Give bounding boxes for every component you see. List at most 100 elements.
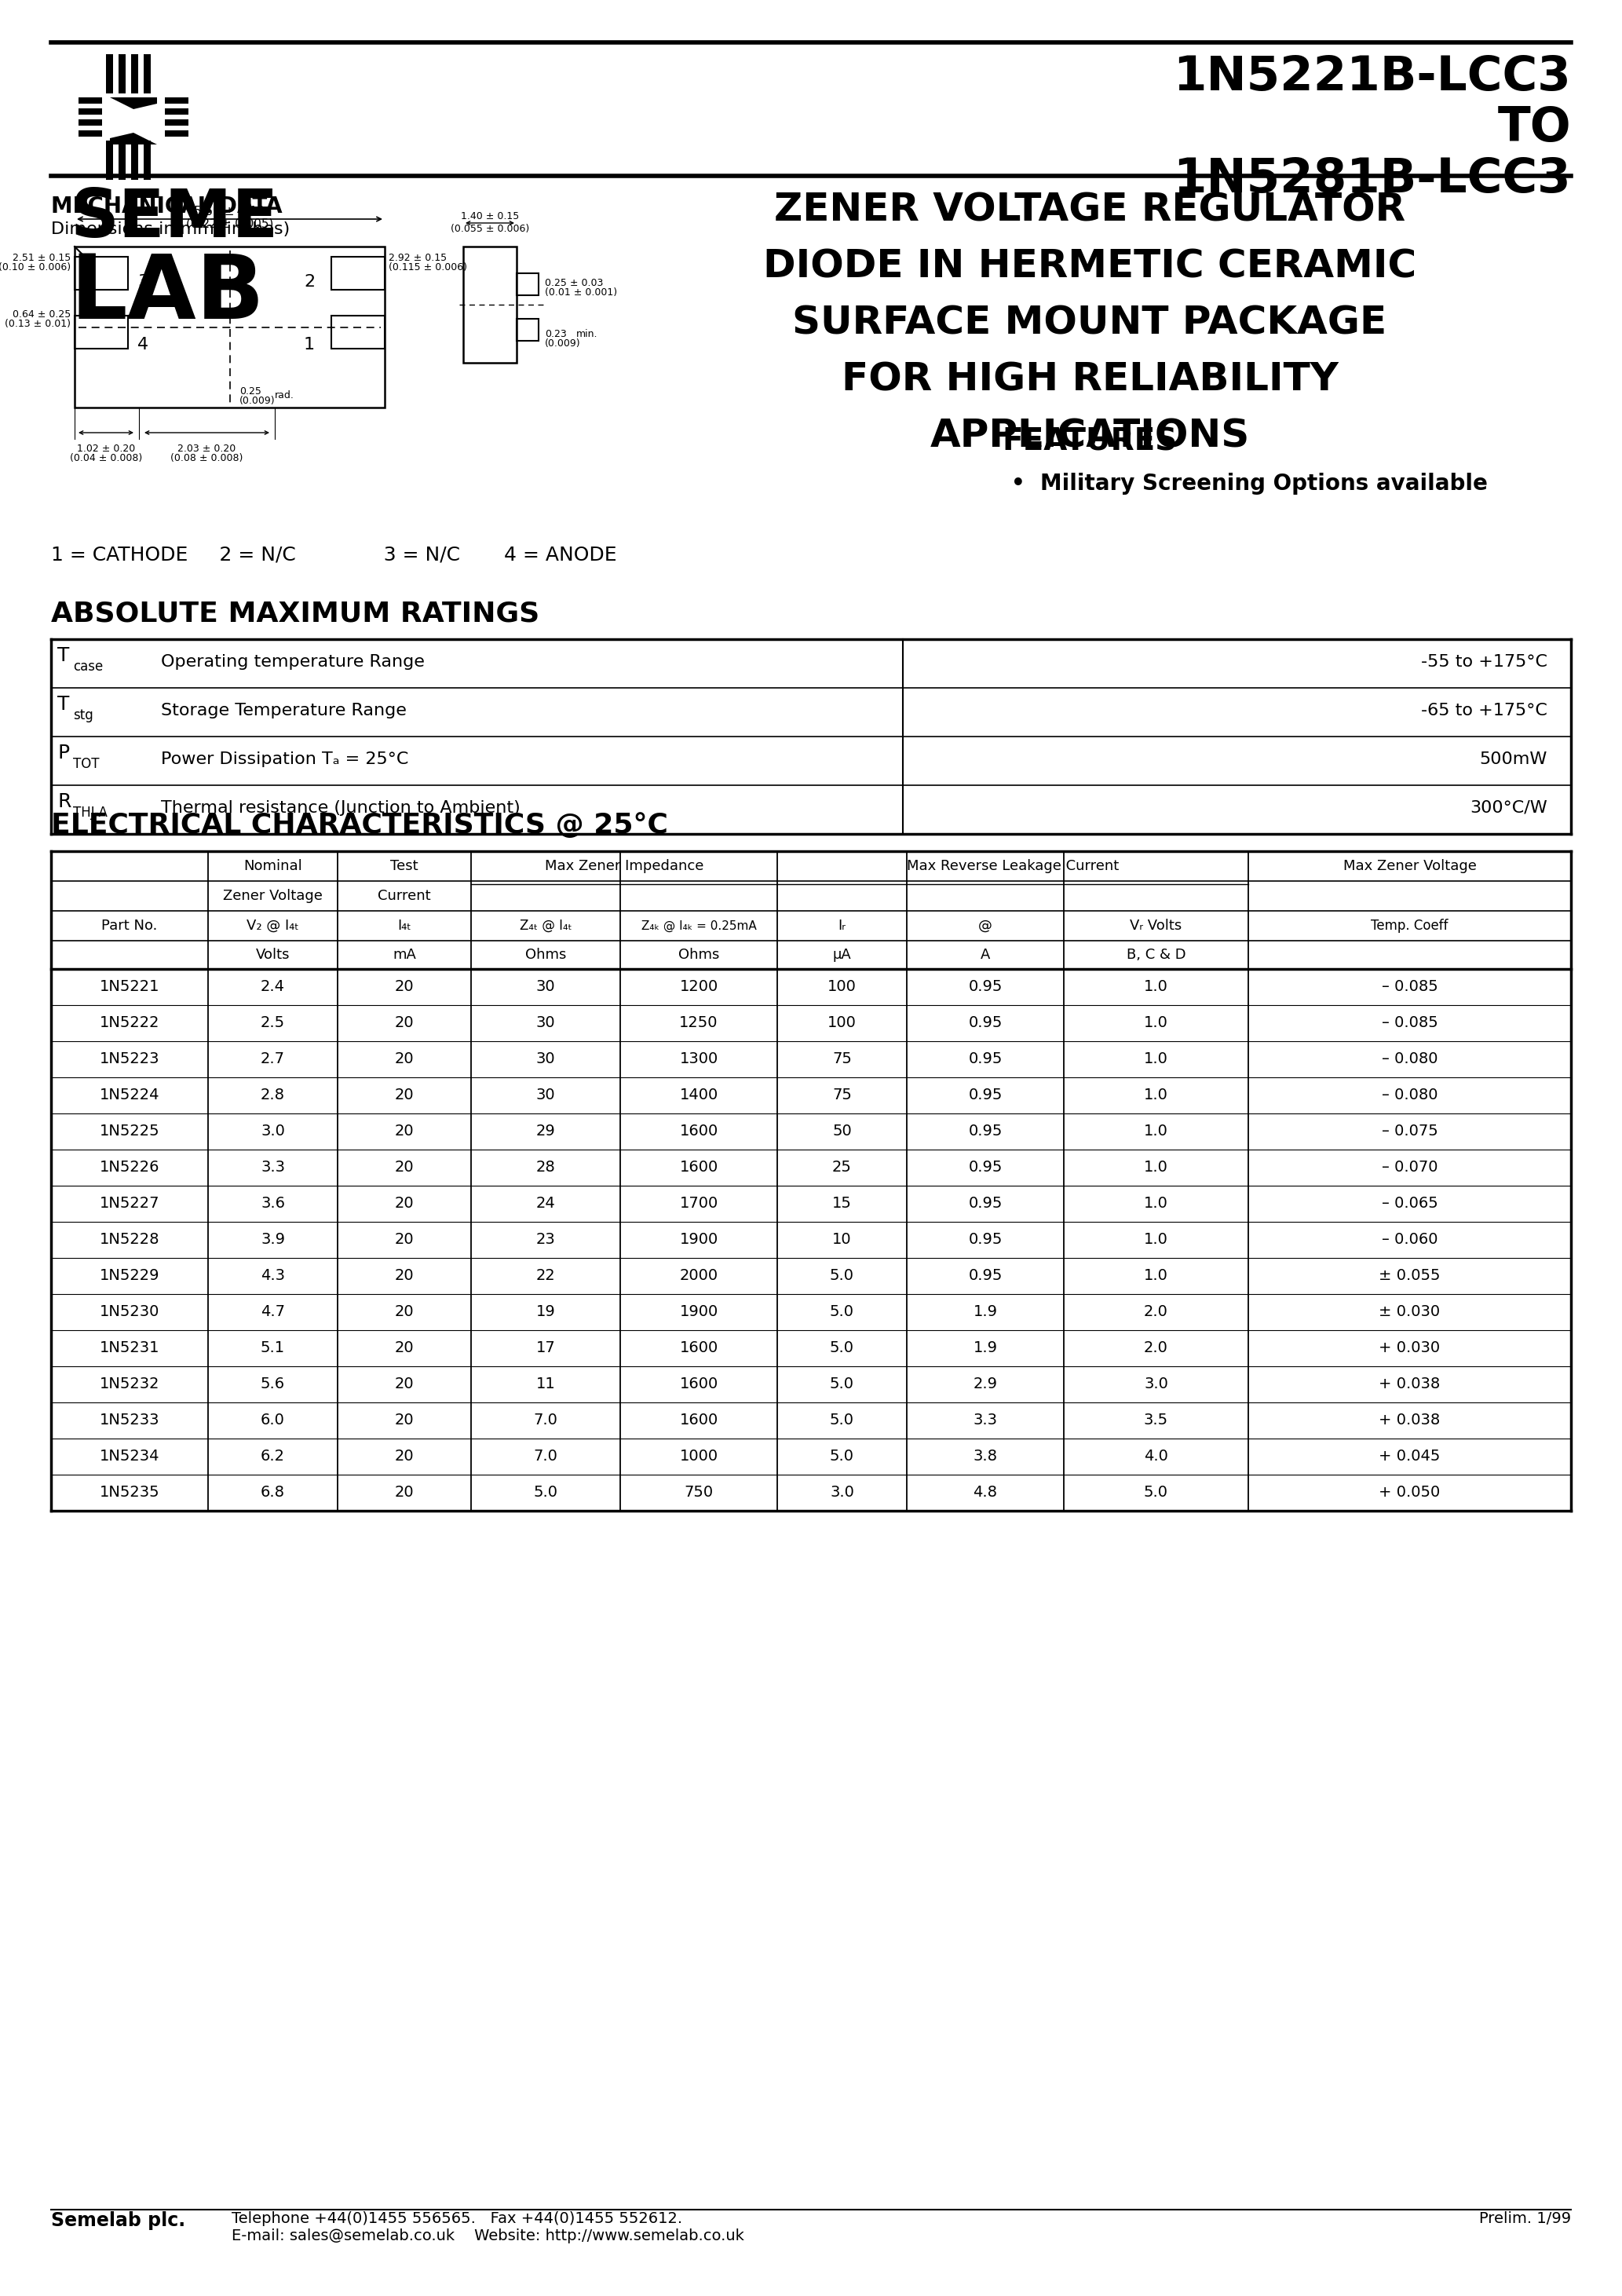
Text: Power Dissipation Tₐ = 25°C: Power Dissipation Tₐ = 25°C [161,751,409,767]
Text: mA: mA [393,948,417,962]
Text: 10: 10 [832,1233,852,1247]
Text: 3.3: 3.3 [973,1412,998,1428]
Bar [464,246,516,363]
Text: 4.7: 4.7 [261,1304,285,1320]
Bar [118,140,125,179]
Text: TOT: TOT [73,758,99,771]
Text: 23: 23 [535,1233,555,1247]
Polygon shape [110,96,157,122]
Text: Ohms: Ohms [678,948,719,962]
Text: 5.6: 5.6 [261,1378,285,1391]
Text: 1.0: 1.0 [1144,1015,1168,1031]
Bar [78,131,102,138]
Text: 0.95: 0.95 [968,1125,1002,1139]
Text: 20: 20 [394,1159,414,1176]
Text: Telephone +44(0)1455 556565.   Fax +44(0)1455 552612.: Telephone +44(0)1455 556565. Fax +44(0)1… [232,2211,683,2227]
Text: 20: 20 [394,1125,414,1139]
Text: 2.51 ± 0.15: 2.51 ± 0.15 [13,253,71,264]
Text: 1600: 1600 [680,1159,719,1176]
Text: 1000: 1000 [680,1449,719,1465]
Text: 7.0: 7.0 [534,1449,558,1465]
Text: Dimensions in mm (inches): Dimensions in mm (inches) [50,220,290,236]
Text: 2.92 ± 0.15: 2.92 ± 0.15 [389,253,446,264]
Bar [516,273,539,296]
Text: – 0.085: – 0.085 [1382,980,1437,994]
Text: SURFACE MOUNT PACKAGE: SURFACE MOUNT PACKAGE [793,305,1387,342]
Text: FEATURES: FEATURES [1002,427,1178,457]
Text: (0.10 ± 0.006): (0.10 ± 0.006) [0,262,71,273]
Text: 1: 1 [303,338,315,354]
Text: 20: 20 [394,1052,414,1068]
Bar [75,246,384,406]
Text: 1N5226: 1N5226 [99,1159,159,1176]
Text: (0.055 ± 0.006): (0.055 ± 0.006) [451,223,529,234]
Bar [75,315,128,349]
Text: 0.95: 0.95 [968,1196,1002,1212]
Text: 2.03 ± 0.20: 2.03 ± 0.20 [177,443,235,455]
Text: Max Zener Voltage: Max Zener Voltage [1343,859,1476,872]
Text: B, C & D: B, C & D [1126,948,1186,962]
Text: μA: μA [832,948,852,962]
Text: 100: 100 [827,980,856,994]
Text: 3.0: 3.0 [1144,1378,1168,1391]
Text: stg: stg [73,707,92,723]
Text: 7.0: 7.0 [534,1412,558,1428]
Text: 750: 750 [684,1486,714,1499]
Text: rad.: rad. [274,390,294,400]
Text: 1.9: 1.9 [973,1304,998,1320]
Text: 22: 22 [535,1267,555,1283]
Text: Temp. Coeff: Temp. Coeff [1371,918,1448,932]
Text: ZENER VOLTAGE REGULATOR: ZENER VOLTAGE REGULATOR [774,191,1405,230]
Text: 20: 20 [394,1088,414,1102]
Text: 0.25 ± 0.03: 0.25 ± 0.03 [545,278,603,289]
Text: -55 to +175°C: -55 to +175°C [1421,654,1547,670]
Text: Z₄ₜ @ I₄ₜ: Z₄ₜ @ I₄ₜ [519,918,573,932]
Text: Semelab plc.: Semelab plc. [50,2211,185,2229]
Text: 1900: 1900 [680,1233,719,1247]
Text: 1N5229: 1N5229 [99,1267,159,1283]
Text: 15: 15 [832,1196,852,1212]
Text: 1900: 1900 [680,1304,719,1320]
Text: T: T [57,645,70,666]
Text: – 0.065: – 0.065 [1382,1196,1437,1212]
Text: 1N5232: 1N5232 [99,1378,159,1391]
Text: ± 0.055: ± 0.055 [1379,1267,1440,1283]
Text: 75: 75 [832,1052,852,1068]
Text: 2.9: 2.9 [973,1378,998,1391]
Text: 2.7: 2.7 [261,1052,285,1068]
Text: 1 = CATHODE     2 = N/C              3 = N/C       4 = ANODE: 1 = CATHODE 2 = N/C 3 = N/C 4 = ANODE [50,544,616,565]
Text: 6.8: 6.8 [261,1486,285,1499]
Text: 1N5221: 1N5221 [99,980,159,994]
Text: 0.23: 0.23 [545,328,566,340]
Text: 1250: 1250 [680,1015,719,1031]
Text: 1.0: 1.0 [1144,1233,1168,1247]
Text: 1.02 ± 0.20: 1.02 ± 0.20 [76,443,135,455]
Text: 20: 20 [394,1196,414,1212]
Text: Prelim. 1/99: Prelim. 1/99 [1479,2211,1572,2227]
Text: 20: 20 [394,1233,414,1247]
Text: – 0.060: – 0.060 [1382,1233,1437,1247]
Text: 17: 17 [535,1341,555,1355]
Text: 2.5: 2.5 [261,1015,285,1031]
Text: 0.95: 0.95 [968,1088,1002,1102]
Text: 1.0: 1.0 [1144,1267,1168,1283]
Text: @: @ [978,918,993,932]
Text: + 0.030: + 0.030 [1379,1341,1440,1355]
Bar [118,55,125,94]
Text: (0.009): (0.009) [240,395,276,406]
Text: Volts: Volts [256,948,290,962]
Text: – 0.070: – 0.070 [1382,1159,1437,1176]
Text: 5.0: 5.0 [534,1486,558,1499]
Text: 20: 20 [394,980,414,994]
Text: – 0.075: – 0.075 [1382,1125,1437,1139]
Text: 20: 20 [394,1341,414,1355]
Text: 1N5224: 1N5224 [99,1088,159,1102]
Text: 4: 4 [138,338,149,354]
Text: 5.1: 5.1 [261,1341,285,1355]
Text: 30: 30 [535,980,555,994]
Text: 20: 20 [394,1015,414,1031]
Text: 1700: 1700 [680,1196,719,1212]
Text: 0.95: 0.95 [968,1267,1002,1283]
Text: 1N5228: 1N5228 [99,1233,159,1247]
Text: 20: 20 [394,1412,414,1428]
